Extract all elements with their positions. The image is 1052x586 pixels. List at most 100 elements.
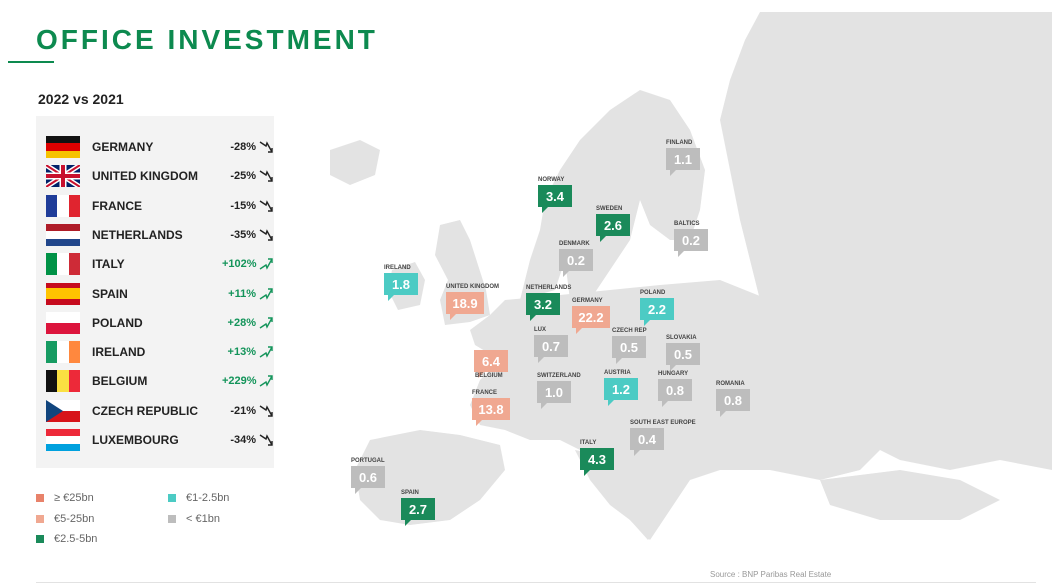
map-callout: CZECH REP 0.5 — [612, 328, 647, 364]
legend-swatch — [36, 535, 44, 543]
investment-value: 1.1 — [674, 152, 692, 167]
legend-label: €1-2.5bn — [186, 492, 230, 504]
value-box — [580, 448, 614, 476]
italy-flag-icon — [46, 253, 80, 276]
change-value: -15% — [230, 199, 256, 212]
value-box — [537, 381, 571, 409]
investment-value: 3.4 — [546, 189, 565, 204]
country-name: NETHERLANDS — [92, 227, 183, 242]
table-row: NETHERLANDS -35% — [46, 223, 274, 247]
value-box — [604, 378, 638, 406]
investment-value: 0.4 — [638, 432, 657, 447]
investment-value: 4.3 — [588, 452, 606, 467]
country-name: GERMANY — [92, 140, 154, 154]
investment-value: 3.2 — [534, 297, 552, 312]
country-name: SPAIN — [92, 286, 128, 301]
legend-swatch — [36, 494, 44, 502]
france-flag-icon — [46, 194, 80, 217]
country-name: BELGIUM — [92, 374, 148, 389]
map-callout: SPAIN 2.7 — [401, 490, 435, 526]
trend-up-icon — [258, 256, 274, 272]
trend-up-icon — [258, 286, 274, 302]
trend-up-icon — [258, 344, 274, 360]
value-box — [630, 428, 664, 456]
trend-down-icon — [258, 139, 274, 155]
investment-value: 2.7 — [409, 502, 427, 517]
region-name: PORTUGAL — [351, 458, 385, 464]
change-value: +28% — [227, 316, 256, 329]
value-box — [572, 306, 610, 334]
map-callout: DENMARK 0.2 — [559, 241, 593, 277]
value-box — [351, 466, 385, 494]
value-box — [472, 398, 510, 426]
poland-flag-icon — [46, 311, 80, 334]
spain-flag-icon — [46, 282, 80, 305]
region-name: BALTICS — [674, 221, 700, 227]
investment-value: 0.8 — [724, 393, 742, 408]
value-box — [666, 148, 700, 176]
luxembourg-flag-icon — [46, 429, 80, 451]
value-box — [559, 249, 593, 277]
table-row: IRELAND +13% — [46, 340, 274, 364]
value-box — [612, 336, 646, 364]
region-name: SPAIN — [401, 490, 419, 496]
legend-item: €5-25bn — [36, 513, 94, 525]
page-subtitle: 2022 vs 2021 — [38, 91, 124, 107]
change-value: +13% — [227, 346, 256, 359]
trend-down-icon — [258, 198, 274, 214]
map-callout: POLAND 2.2 — [640, 290, 674, 326]
table-row: CZECH REPUBLIC -21% — [46, 399, 274, 423]
region-name: SLOVAKIA — [666, 335, 697, 341]
investment-value: 2.2 — [648, 302, 666, 317]
value-box — [384, 273, 418, 301]
country-name: UNITED KINGDOM — [92, 169, 198, 184]
region-name: LUX — [534, 327, 546, 333]
region-name: FINLAND — [666, 140, 693, 146]
legend-label: ≥ €25bn — [54, 492, 94, 504]
region-name: IRELAND — [384, 265, 411, 271]
legend-item: ≥ €25bn — [36, 492, 94, 504]
investment-value: 0.2 — [682, 233, 700, 248]
table-row: POLAND +28% — [46, 311, 274, 335]
map-callout: BELGIUM — [475, 373, 503, 379]
investment-value: 6.4 — [482, 354, 501, 369]
map-callout: UNITED KINGDOM 18.9 — [446, 284, 499, 320]
investment-value: 0.6 — [359, 470, 377, 485]
map-callout: FRANCE 13.8 — [472, 390, 510, 426]
map-callout: NETHERLANDS 3.2 — [526, 285, 571, 321]
investment-value: 1.8 — [392, 277, 410, 292]
investment-value: 0.2 — [567, 253, 585, 268]
table-row: BELGIUM +229% — [46, 369, 274, 393]
region-name: UNITED KINGDOM — [446, 284, 499, 290]
region-name: GERMANY — [572, 298, 603, 304]
belgium-flag-icon — [46, 370, 80, 393]
region-name: DENMARK — [559, 241, 590, 247]
legend-swatch — [36, 515, 44, 523]
united-kingdom-flag-icon — [46, 165, 80, 188]
region-name: AUSTRIA — [604, 370, 631, 376]
table-row: GERMANY -28% — [46, 135, 274, 159]
value-box — [401, 498, 435, 526]
investment-value: 18.9 — [452, 296, 477, 311]
trend-down-icon — [258, 227, 274, 243]
map-callout: HUNGARY 0.8 — [658, 371, 692, 407]
investment-value: 0.5 — [620, 340, 638, 355]
region-name: ROMANIA — [716, 381, 745, 387]
value-box — [716, 389, 750, 417]
region-name: FRANCE — [472, 390, 497, 396]
change-value: +11% — [228, 287, 256, 300]
map-callout: ROMANIA 0.8 — [716, 381, 750, 417]
value-box — [526, 293, 560, 321]
value-box — [658, 379, 692, 407]
value-box — [446, 292, 484, 320]
netherlands-flag-icon — [46, 223, 80, 246]
region-name: BELGIUM — [475, 373, 503, 379]
trend-down-icon — [258, 168, 274, 184]
source-note: Source : BNP Paribas Real Estate — [710, 570, 832, 579]
value-box — [640, 298, 674, 326]
change-value: -28% — [230, 141, 256, 153]
change-value: -25% — [230, 170, 256, 183]
legend-label: < €1bn — [186, 513, 220, 525]
change-value: -34% — [230, 434, 256, 446]
